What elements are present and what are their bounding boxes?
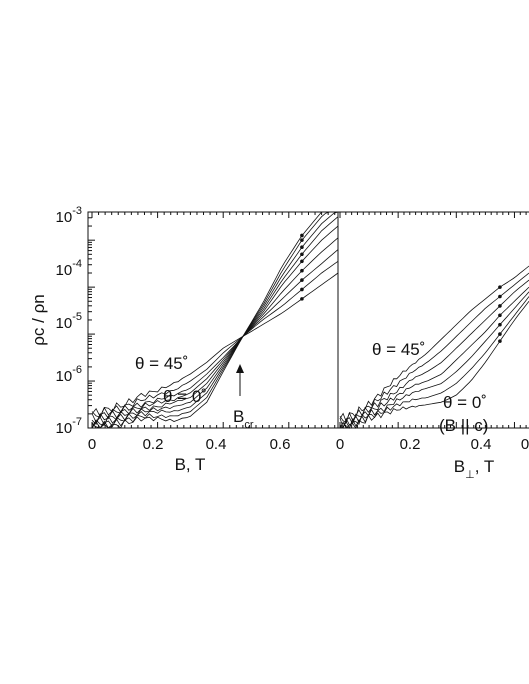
x-tick-label: 0.2 [400,436,421,453]
theta-0-label-left: θ = 0˚ [163,387,207,406]
theta-45-label-right: θ = 45˚ [372,340,425,359]
y-tick-label: 10-3 [56,205,82,226]
y-tick-label: 10-6 [56,364,82,385]
data-point [498,339,502,343]
theta-45-label-left: θ = 45˚ [135,354,188,373]
data-point [498,313,502,318]
data-point [300,233,304,238]
panel-left: 10-7 10-6 10-5 10-4 10-3 0 0.2 0.4 0.6 B… [29,205,339,474]
panel-right: 0 0.2 0.4 0 B⊥, T θ = 45˚ θ = 0˚ (B || c… [336,211,529,481]
data-point [498,285,502,289]
series-line [339,279,529,429]
data-point [300,287,304,292]
data-point [498,304,502,308]
theta-0-label-right: θ = 0˚ [443,393,487,412]
right-curves [339,265,529,429]
b-cr-arrowhead [236,364,244,373]
series-line [339,286,529,429]
series-line [91,260,339,418]
data-point [300,238,304,242]
data-point [300,259,304,264]
data-point [498,332,502,336]
series-line [91,237,339,426]
series-line [91,211,339,429]
series-line [339,296,529,429]
x-axis-label-left: B, T [175,455,206,474]
x-tick-label: 0 [88,436,96,453]
right-x-tick-labels: 0 0.2 0.4 0 [336,436,529,453]
right-points [498,285,502,343]
series-line [339,300,529,429]
y-tick-label: 10-4 [56,258,82,279]
y-axis-label: ρc / ρn [29,294,48,345]
x-tick-label: 0 [336,436,344,453]
data-point [300,252,304,257]
data-point [300,245,304,250]
y-tick-label: 10-5 [56,311,82,332]
x-tick-label: 0.4 [471,436,492,453]
left-axis-ticks [88,212,339,429]
series-line [339,265,529,423]
data-point [300,278,304,282]
x-tick-label: 0.2 [143,436,164,453]
x-axis-label-right: B⊥, T [454,457,494,481]
data-point [498,294,502,299]
plot-frame-left [87,211,339,429]
b-cr-label: Bcr [233,407,254,431]
x-tick-label: 0.6 [270,436,291,453]
y-tick-label: 10-7 [56,416,82,437]
series-line [91,249,339,424]
series-line [91,216,339,429]
left-points [300,233,304,301]
series-line [339,291,529,429]
series-line [91,211,338,429]
data-point [498,322,502,327]
data-point [300,268,304,273]
x-tick-label: 0 [521,436,529,453]
b-cr-annotation: Bcr [233,364,254,431]
data-point [300,297,304,301]
b-parallel-c-label: (B || c) [439,416,488,435]
left-x-tick-labels: 0 0.2 0.4 0.6 [88,436,291,453]
x-tick-label: 0.4 [206,436,227,453]
left-curves [91,211,339,429]
series-line [91,225,339,428]
series-line [91,272,339,418]
y-tick-labels: 10-7 10-6 10-5 10-4 10-3 [56,205,82,437]
series-line [91,211,338,429]
